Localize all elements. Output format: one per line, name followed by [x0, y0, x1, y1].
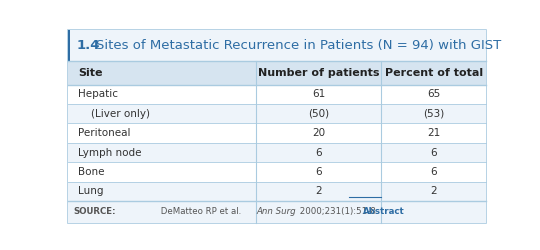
Bar	[68, 104, 486, 124]
Bar	[68, 30, 486, 61]
Bar	[68, 84, 486, 104]
Text: Peritoneal: Peritoneal	[78, 128, 131, 138]
Text: Ann Surg: Ann Surg	[256, 207, 296, 216]
Bar	[68, 201, 486, 222]
Text: 6: 6	[430, 148, 437, 158]
Text: 6: 6	[315, 148, 322, 158]
Text: Site: Site	[78, 68, 103, 78]
Bar	[68, 30, 70, 61]
Text: DeMatteo RP et al.: DeMatteo RP et al.	[158, 207, 244, 216]
Text: Lymph node: Lymph node	[78, 148, 141, 158]
Bar	[68, 143, 486, 162]
Text: 61: 61	[312, 89, 325, 99]
Text: 1.4: 1.4	[77, 39, 100, 52]
Text: (50): (50)	[308, 109, 329, 119]
Text: Lung: Lung	[78, 186, 104, 196]
Text: 6: 6	[315, 167, 322, 177]
Bar	[68, 162, 486, 182]
Text: Hepatic: Hepatic	[78, 89, 118, 99]
Text: Abstract: Abstract	[363, 207, 404, 216]
Text: 2000;231(1):51-8.: 2000;231(1):51-8.	[297, 207, 381, 216]
Bar	[68, 182, 486, 201]
Text: SOURCE:: SOURCE:	[74, 207, 116, 216]
Bar	[68, 124, 486, 143]
Text: 21: 21	[427, 128, 440, 138]
Text: 6: 6	[430, 167, 437, 177]
Bar	[68, 61, 486, 84]
Text: (Liver only): (Liver only)	[78, 109, 150, 119]
Text: 2: 2	[315, 186, 322, 196]
Text: (53): (53)	[423, 109, 444, 119]
Text: 20: 20	[312, 128, 325, 138]
Text: Bone: Bone	[78, 167, 104, 177]
Text: Percent of total: Percent of total	[384, 68, 483, 78]
Text: 65: 65	[427, 89, 440, 99]
Text: 2: 2	[430, 186, 437, 196]
Text: Number of patients: Number of patients	[258, 68, 380, 78]
Text: Sites of Metastatic Recurrence in Patients (N = 94) with GIST: Sites of Metastatic Recurrence in Patien…	[96, 39, 501, 52]
